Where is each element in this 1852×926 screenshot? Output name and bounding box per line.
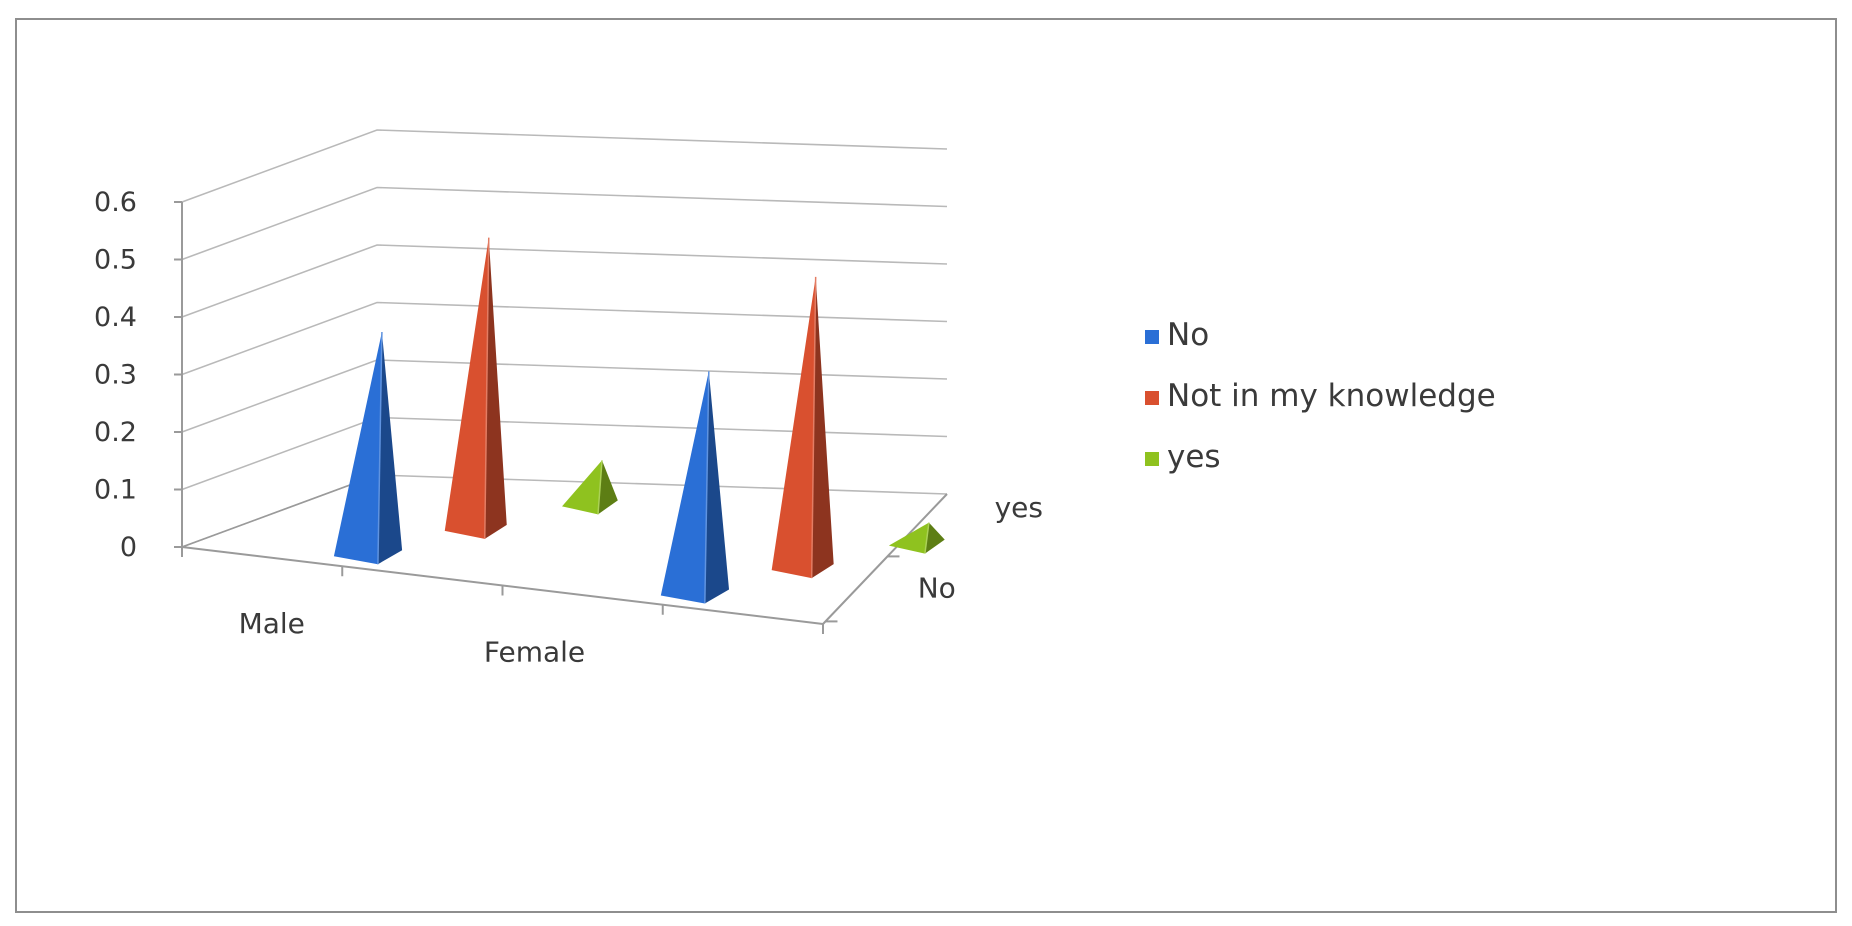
depth-category-label: No [918, 572, 956, 605]
pyramid-no [333, 331, 403, 565]
legend-item-label: yes [1167, 439, 1221, 475]
pyramid-marks [333, 237, 945, 604]
pyramid-face-side [811, 276, 834, 579]
pyramid-yes [888, 522, 945, 554]
depth-axis-line [822, 493, 948, 625]
depth-category-label: yes [995, 491, 1043, 524]
pyramid-face-side [377, 331, 403, 565]
gridline [181, 186, 948, 261]
pyramid-edge [484, 237, 490, 539]
x-category-label: Female [484, 635, 585, 668]
legend: No Not in my knowledge yes [1145, 317, 1496, 475]
pyramid-face-side [484, 237, 507, 539]
pyramid-face-side [924, 522, 945, 554]
x-category-label: Male [239, 607, 305, 640]
y-tick-label: 0.6 [94, 187, 137, 218]
y-tick-label: 0.4 [94, 302, 137, 333]
legend-swatch [1145, 452, 1159, 466]
pyramid-edge [377, 331, 383, 565]
pyramid-face-front [660, 371, 709, 604]
gridline [181, 416, 948, 491]
gridline [181, 244, 948, 318]
pyramid-face-front [444, 237, 489, 539]
gridline [181, 129, 948, 203]
pyramid-face-side [704, 371, 730, 604]
y-tick-label: 0.3 [94, 360, 137, 391]
chart-frame: 0 0.1 0.2 0.3 0.4 0.5 0.6 Male Female No yes No N… [15, 18, 1837, 913]
legend-swatch [1145, 330, 1159, 344]
gridline [181, 301, 948, 376]
gridline [181, 359, 948, 433]
legend-item-label: No [1167, 317, 1209, 353]
y-tick-label: 0 [120, 532, 137, 563]
pyramid-edge [810, 276, 817, 579]
y-tick-label: 0.5 [94, 245, 137, 276]
legend-swatch [1145, 391, 1159, 405]
pyramid-face-side [598, 460, 618, 515]
y-tick-label: 0.2 [94, 417, 137, 448]
y-axis-ticks: 0 0.1 0.2 0.3 0.4 0.5 0.6 [94, 187, 182, 563]
floor-left-edge [181, 474, 378, 548]
pyramid-not-in-my-knowledge [771, 276, 834, 579]
pyramid-no [660, 371, 730, 604]
pyramid-face-front [333, 331, 382, 565]
pyramid-edge [597, 460, 603, 515]
gridlines [181, 129, 948, 548]
pyramid-edge [704, 371, 710, 604]
depth-axis-labels: No yes [825, 491, 1043, 623]
pyramid-face-front [562, 460, 603, 515]
legend-item-label: Not in my knowledge [1167, 378, 1496, 414]
axes [181, 202, 948, 634]
x-axis-labels: Male Female [239, 607, 586, 669]
pyramid-edge [924, 522, 930, 554]
pyramid-yes [562, 460, 618, 515]
pyramid-face-front [888, 522, 929, 554]
gridline [181, 474, 948, 548]
pyramid-face-front [771, 276, 816, 579]
y-tick-label: 0.1 [94, 475, 137, 506]
pyramid-not-in-my-knowledge [444, 237, 507, 539]
